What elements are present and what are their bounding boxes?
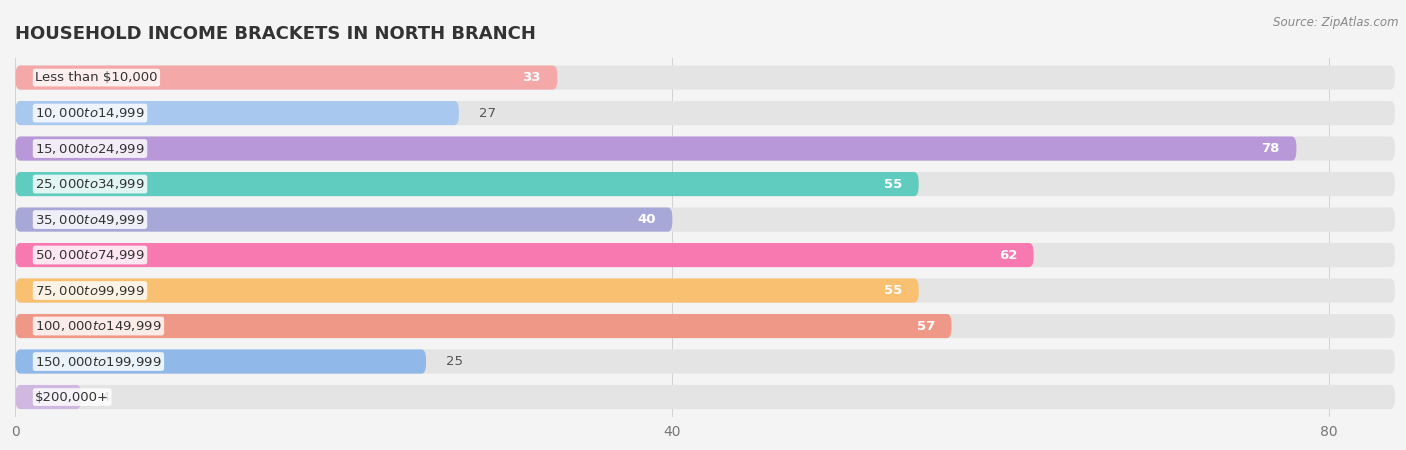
FancyBboxPatch shape: [15, 314, 952, 338]
FancyBboxPatch shape: [15, 172, 1395, 196]
Text: 62: 62: [998, 248, 1017, 261]
Text: 25: 25: [446, 355, 463, 368]
FancyBboxPatch shape: [15, 136, 1395, 161]
FancyBboxPatch shape: [15, 66, 1395, 90]
FancyBboxPatch shape: [15, 66, 557, 90]
Text: $25,000 to $34,999: $25,000 to $34,999: [35, 177, 145, 191]
FancyBboxPatch shape: [15, 385, 82, 409]
FancyBboxPatch shape: [15, 207, 1395, 232]
Text: Less than $10,000: Less than $10,000: [35, 71, 157, 84]
Text: $75,000 to $99,999: $75,000 to $99,999: [35, 284, 145, 297]
FancyBboxPatch shape: [15, 243, 1033, 267]
FancyBboxPatch shape: [15, 243, 1395, 267]
FancyBboxPatch shape: [15, 101, 458, 125]
Text: $200,000+: $200,000+: [35, 391, 110, 404]
FancyBboxPatch shape: [15, 279, 1395, 302]
Text: 78: 78: [1261, 142, 1279, 155]
Text: $10,000 to $14,999: $10,000 to $14,999: [35, 106, 145, 120]
Text: $150,000 to $199,999: $150,000 to $199,999: [35, 355, 162, 369]
FancyBboxPatch shape: [15, 172, 918, 196]
Text: $35,000 to $49,999: $35,000 to $49,999: [35, 212, 145, 226]
Text: 33: 33: [523, 71, 541, 84]
Text: 57: 57: [917, 320, 935, 333]
Text: $50,000 to $74,999: $50,000 to $74,999: [35, 248, 145, 262]
FancyBboxPatch shape: [15, 350, 1395, 374]
FancyBboxPatch shape: [15, 207, 672, 232]
FancyBboxPatch shape: [15, 314, 1395, 338]
FancyBboxPatch shape: [15, 136, 1296, 161]
FancyBboxPatch shape: [15, 101, 1395, 125]
Text: 55: 55: [884, 284, 903, 297]
Text: 40: 40: [637, 213, 657, 226]
Text: 4: 4: [101, 391, 110, 404]
Text: Source: ZipAtlas.com: Source: ZipAtlas.com: [1274, 16, 1399, 29]
Text: HOUSEHOLD INCOME BRACKETS IN NORTH BRANCH: HOUSEHOLD INCOME BRACKETS IN NORTH BRANC…: [15, 25, 536, 43]
Text: $100,000 to $149,999: $100,000 to $149,999: [35, 319, 162, 333]
FancyBboxPatch shape: [15, 385, 1395, 409]
FancyBboxPatch shape: [15, 279, 918, 302]
Text: 55: 55: [884, 178, 903, 190]
FancyBboxPatch shape: [15, 350, 426, 374]
Text: 27: 27: [478, 107, 495, 120]
Text: $15,000 to $24,999: $15,000 to $24,999: [35, 142, 145, 156]
